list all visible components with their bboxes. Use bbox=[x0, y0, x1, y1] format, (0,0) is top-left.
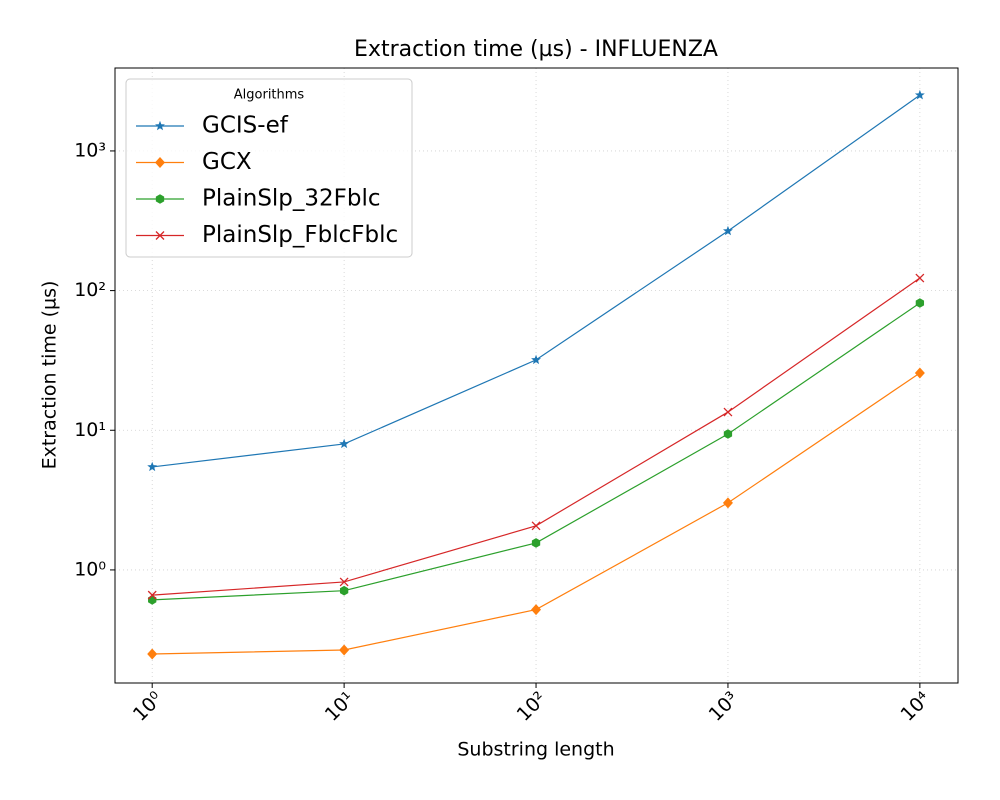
marker bbox=[722, 497, 733, 509]
legend-label: GCX bbox=[202, 149, 252, 175]
marker bbox=[339, 644, 350, 656]
marker bbox=[339, 585, 349, 596]
marker bbox=[531, 354, 541, 365]
marker bbox=[339, 577, 349, 587]
marker bbox=[531, 521, 541, 531]
marker bbox=[723, 225, 733, 236]
x-axis-label: Substring length bbox=[457, 739, 614, 761]
y-tick-label: 10¹ bbox=[74, 419, 106, 441]
marker bbox=[915, 298, 925, 308]
legend-label: GCIS-ef bbox=[202, 113, 289, 139]
marker bbox=[723, 407, 733, 417]
y-tick-label: 10² bbox=[74, 279, 106, 301]
marker bbox=[147, 648, 158, 660]
legend: Algorithms GCIS-ef GCX PlainSlp_32Fblc Plain… bbox=[125, 78, 413, 258]
marker bbox=[914, 367, 925, 379]
plot-frame bbox=[114, 67, 959, 684]
chart-title: Extraction time (µs) - INFLUENZA bbox=[354, 37, 718, 62]
marker bbox=[147, 590, 157, 600]
marker bbox=[914, 89, 925, 100]
marker bbox=[915, 273, 925, 283]
marker bbox=[155, 194, 165, 204]
marker bbox=[531, 604, 542, 616]
marker bbox=[339, 438, 350, 449]
marker bbox=[155, 157, 165, 168]
marker bbox=[155, 231, 165, 240]
marker bbox=[531, 538, 541, 548]
legend-frame bbox=[125, 78, 413, 258]
marker bbox=[155, 120, 165, 131]
legend-label: PlainSlp_32Fblc bbox=[202, 186, 381, 212]
legend-title: Algorithms bbox=[234, 88, 305, 103]
legend-label: PlainSlp_FblcFblc bbox=[202, 222, 398, 248]
y-tick-label: 10⁰ bbox=[74, 558, 106, 580]
y-axis-label: Extraction time (µs) bbox=[39, 281, 61, 470]
marker bbox=[723, 429, 733, 439]
y-tick-label: 10³ bbox=[74, 139, 106, 161]
marker bbox=[147, 461, 158, 472]
